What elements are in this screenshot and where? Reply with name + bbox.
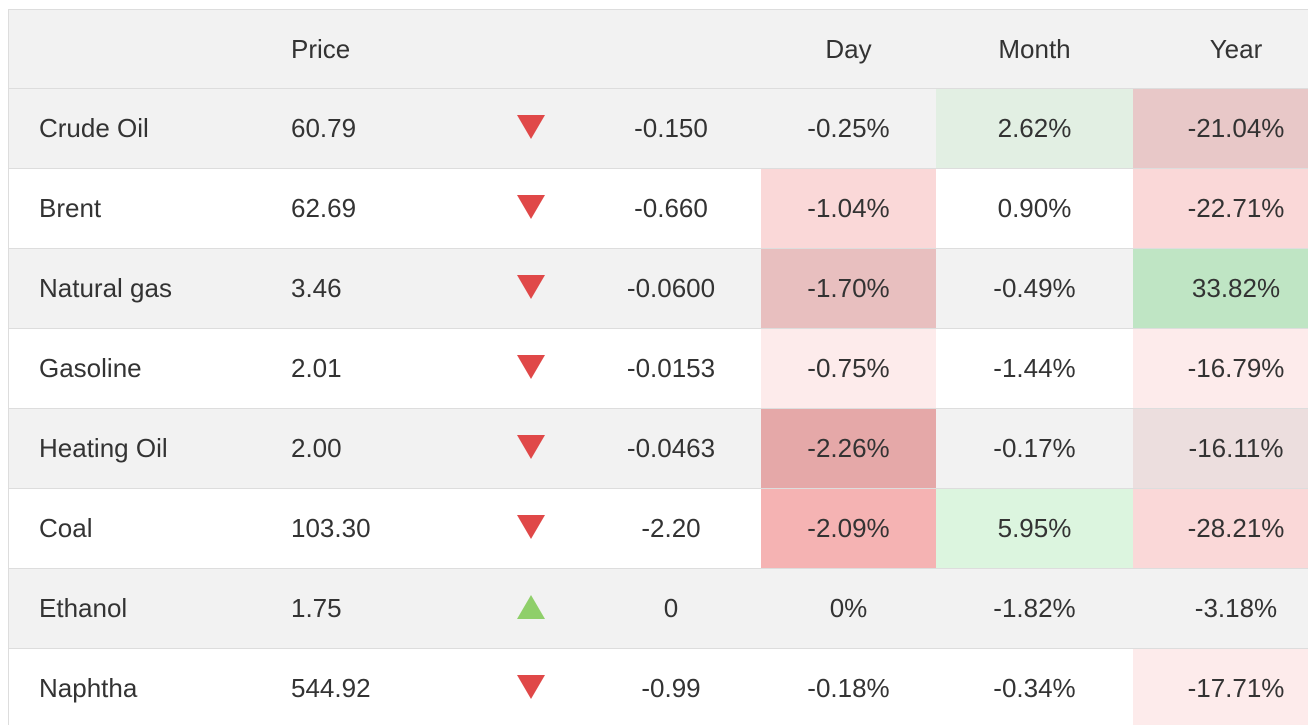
day-change-cell: -2.09%	[761, 489, 936, 569]
change-cell: -0.0600	[581, 249, 761, 329]
direction-cell	[481, 169, 581, 249]
change-cell: -0.660	[581, 169, 761, 249]
year-change-cell: -28.21%	[1133, 489, 1308, 569]
price-cell: 103.30	[291, 489, 481, 569]
year-change-cell: -16.79%	[1133, 329, 1308, 409]
direction-cell	[481, 249, 581, 329]
commodity-name[interactable]: Crude Oil	[9, 89, 291, 169]
commodity-name[interactable]: Naphtha	[9, 649, 291, 725]
triangle-down-icon	[517, 515, 545, 539]
month-change-cell: -0.17%	[936, 409, 1133, 489]
commodity-name[interactable]: Ethanol	[9, 569, 291, 649]
month-change-cell: 5.95%	[936, 489, 1133, 569]
triangle-down-icon	[517, 675, 545, 699]
price-cell: 60.79	[291, 89, 481, 169]
price-cell: 2.00	[291, 409, 481, 489]
header-year[interactable]: Year	[1133, 10, 1308, 89]
header-month[interactable]: Month	[936, 10, 1133, 89]
month-change-cell: -1.82%	[936, 569, 1133, 649]
price-cell: 2.01	[291, 329, 481, 409]
commodity-name[interactable]: Gasoline	[9, 329, 291, 409]
day-change-cell: -1.04%	[761, 169, 936, 249]
change-cell: -2.20	[581, 489, 761, 569]
header-change	[581, 10, 761, 89]
year-change-cell: -16.11%	[1133, 409, 1308, 489]
direction-cell	[481, 329, 581, 409]
triangle-up-icon	[517, 595, 545, 619]
day-change-cell: -1.70%	[761, 249, 936, 329]
year-change-cell: -3.18%	[1133, 569, 1308, 649]
direction-cell	[481, 409, 581, 489]
direction-cell	[481, 489, 581, 569]
month-change-cell: -0.34%	[936, 649, 1133, 725]
year-change-cell: -22.71%	[1133, 169, 1308, 249]
triangle-down-icon	[517, 435, 545, 459]
commodity-name[interactable]: Heating Oil	[9, 409, 291, 489]
price-cell: 3.46	[291, 249, 481, 329]
month-change-cell: 2.62%	[936, 89, 1133, 169]
direction-cell	[481, 569, 581, 649]
day-change-cell: -0.25%	[761, 89, 936, 169]
price-cell: 62.69	[291, 169, 481, 249]
header-name	[9, 10, 291, 89]
change-cell: -0.0463	[581, 409, 761, 489]
triangle-down-icon	[517, 195, 545, 219]
commodity-name[interactable]: Coal	[9, 489, 291, 569]
triangle-down-icon	[517, 275, 545, 299]
price-cell: 544.92	[291, 649, 481, 725]
month-change-cell: 0.90%	[936, 169, 1133, 249]
change-cell: -0.99	[581, 649, 761, 725]
year-change-cell: -21.04%	[1133, 89, 1308, 169]
month-change-cell: -1.44%	[936, 329, 1133, 409]
day-change-cell: -0.75%	[761, 329, 936, 409]
header-day[interactable]: Day	[761, 10, 936, 89]
change-cell: 0	[581, 569, 761, 649]
day-change-cell: 0%	[761, 569, 936, 649]
header-arrow	[481, 10, 581, 89]
commodity-name[interactable]: Natural gas	[9, 249, 291, 329]
day-change-cell: -0.18%	[761, 649, 936, 725]
day-change-cell: -2.26%	[761, 409, 936, 489]
direction-cell	[481, 89, 581, 169]
triangle-down-icon	[517, 355, 545, 379]
direction-cell	[481, 649, 581, 725]
price-cell: 1.75	[291, 569, 481, 649]
change-cell: -0.150	[581, 89, 761, 169]
year-change-cell: -17.71%	[1133, 649, 1308, 725]
month-change-cell: -0.49%	[936, 249, 1133, 329]
change-cell: -0.0153	[581, 329, 761, 409]
table-header-row: Price Day Month Year	[9, 10, 1308, 89]
header-price[interactable]: Price	[291, 10, 481, 89]
triangle-down-icon	[517, 115, 545, 139]
commodity-name[interactable]: Brent	[9, 169, 291, 249]
year-change-cell: 33.82%	[1133, 249, 1308, 329]
